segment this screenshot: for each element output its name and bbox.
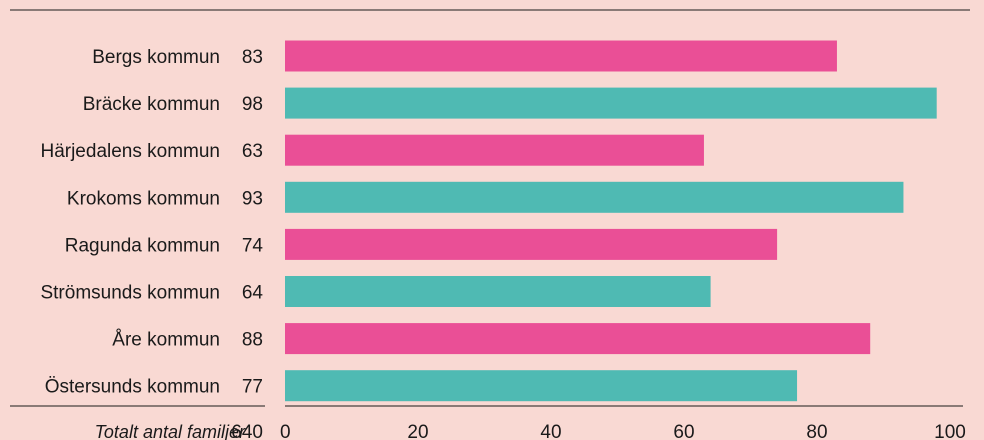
category-label: Bergs kommun — [92, 47, 220, 68]
bar-1 — [285, 87, 937, 119]
category-label: Åre kommun — [112, 330, 220, 351]
value-label: 77 — [242, 377, 263, 398]
bar-0 — [285, 40, 837, 72]
x-tick-label: 0 — [280, 422, 291, 440]
x-tick-label: 40 — [540, 422, 561, 440]
x-tick-label: 80 — [806, 422, 827, 440]
category-label: Ragunda kommun — [65, 235, 220, 256]
value-label: 63 — [242, 141, 263, 162]
category-label: Bräcke kommun — [83, 94, 220, 115]
x-tick-label: 100 — [934, 422, 966, 440]
bar-6 — [285, 323, 871, 355]
category-label: Östersunds kommun — [45, 377, 220, 398]
category-label: Krokoms kommun — [67, 188, 220, 209]
total-families-label: Totalt antal familjer — [95, 422, 246, 440]
bar-3 — [285, 181, 904, 213]
bar-7 — [285, 370, 798, 402]
value-label: 64 — [242, 283, 264, 304]
value-label: 98 — [242, 94, 263, 115]
bar-2 — [285, 134, 704, 166]
value-label: 88 — [242, 330, 263, 351]
x-tick-label: 20 — [407, 422, 428, 440]
bar-4 — [285, 228, 778, 260]
value-label: 83 — [242, 47, 263, 68]
bar-5 — [285, 276, 711, 307]
value-label: 93 — [242, 188, 263, 209]
category-label: Härjedalens kommun — [40, 141, 220, 162]
x-tick-label: 60 — [673, 422, 694, 440]
category-label: Strömsunds kommun — [40, 283, 220, 304]
total-families-value: 640 — [231, 422, 263, 440]
value-label: 74 — [242, 235, 264, 256]
